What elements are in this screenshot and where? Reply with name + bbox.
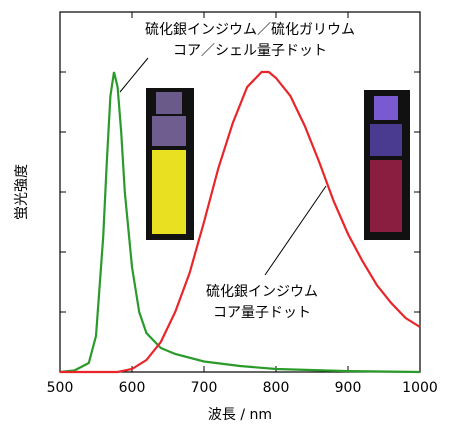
photo-yellow-vial — [146, 88, 194, 240]
x-axis-label: 波長 / nm — [208, 407, 272, 423]
annotation: 硫化銀インジウム／硫化ガリウム — [145, 22, 355, 38]
annotation: コア／シェル量子ドット — [173, 43, 327, 59]
annotation: 硫化銀インジウム — [206, 284, 318, 300]
leader-line — [120, 58, 148, 92]
chart: 波長 / nm 蛍光強度 500 600 700 800 900 1000 硫化銀インジウム… — [0, 0, 454, 430]
leader-line — [265, 186, 326, 275]
x-tick-label: 800 — [263, 380, 290, 396]
x-tick-label: 1000 — [402, 380, 438, 396]
x-tick-label: 600 — [119, 380, 146, 396]
x-tick-label: 700 — [191, 380, 218, 396]
x-tick-label: 500 — [47, 380, 74, 396]
annotation: コア量子ドット — [213, 305, 311, 321]
x-tick-label: 900 — [335, 380, 362, 396]
y-axis-label: 蛍光強度 — [14, 164, 30, 220]
photo-red-vial — [364, 90, 410, 240]
